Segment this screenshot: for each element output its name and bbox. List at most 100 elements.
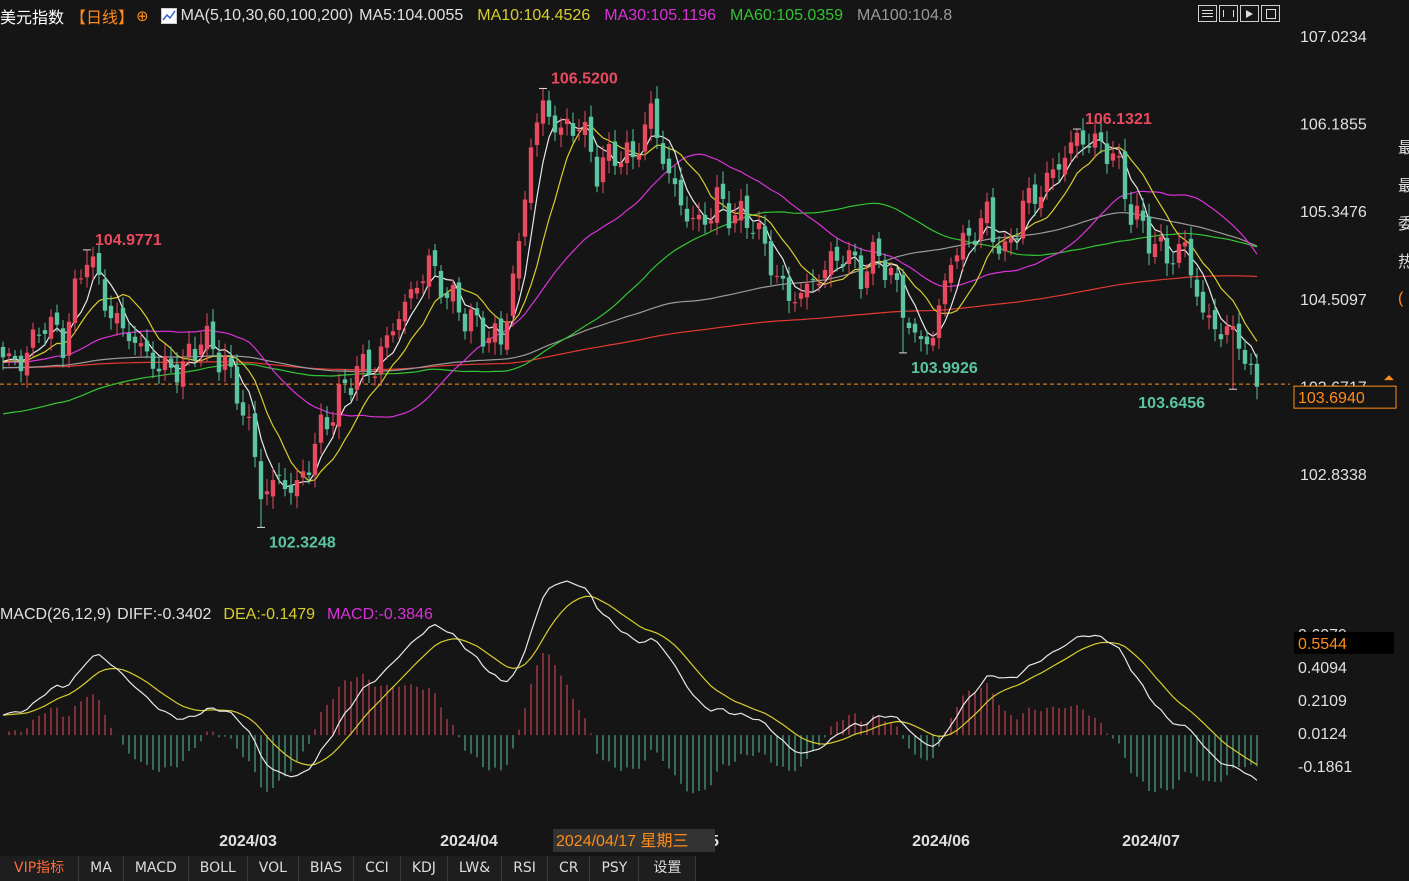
candle (564, 118, 570, 125)
macd-y-tick-label: 0.4094 (1298, 660, 1347, 677)
chart-type-icon[interactable] (160, 8, 177, 24)
y-tick-label: 106.1855 (1300, 116, 1367, 133)
candle (228, 357, 234, 367)
candle (78, 278, 84, 280)
candle (372, 376, 378, 378)
macd-current-label: 0.5544 (1298, 636, 1347, 653)
add-indicator-icon[interactable]: ⊕ (136, 8, 149, 25)
high-label: 106.1321 (1085, 111, 1152, 128)
candle (900, 274, 906, 318)
candle (1254, 363, 1260, 387)
candle (426, 255, 432, 287)
y-tick-label: 104.5097 (1300, 292, 1367, 309)
candle (114, 313, 120, 324)
tab-cr[interactable]: CR (548, 856, 591, 881)
candle (1134, 205, 1140, 220)
fullscreen-icon[interactable] (1261, 5, 1280, 22)
candle (906, 322, 912, 329)
period-label[interactable]: 【日线】 (70, 10, 135, 27)
high-label: 104.9771 (95, 232, 162, 249)
tab-psy[interactable]: PSY (590, 856, 640, 881)
candle (972, 240, 978, 245)
candle (36, 334, 42, 336)
tab-bias[interactable]: BIAS (299, 856, 355, 881)
candle (420, 281, 426, 284)
candle (270, 480, 276, 497)
tab-ma[interactable]: MA (79, 856, 124, 881)
tab-vip[interactable]: VIP指标 (0, 856, 80, 881)
hover-date-label: 2024/04/17 星期三 (556, 832, 689, 850)
tab-kdj[interactable]: KDJ (401, 856, 448, 881)
candle (912, 323, 918, 333)
candle (318, 414, 324, 443)
candle (1230, 326, 1236, 330)
side-label: 热 (1398, 254, 1409, 271)
candle (432, 250, 438, 267)
tab-lw[interactable]: LW& (448, 856, 503, 881)
candle (492, 323, 498, 343)
candle (792, 302, 798, 304)
candle (864, 271, 870, 288)
candle (816, 283, 822, 286)
candle (612, 141, 618, 166)
candles (0, 86, 1260, 528)
candle (942, 280, 948, 305)
layout-split-icon[interactable] (1219, 5, 1238, 22)
y-tick-label: 102.8338 (1300, 467, 1367, 484)
candle (342, 379, 348, 383)
ma30-line (2, 153, 1258, 418)
candle (108, 305, 114, 319)
candle (54, 312, 60, 325)
dea-line (2, 595, 1258, 766)
candle (474, 308, 480, 316)
candle (1014, 238, 1020, 240)
candle (96, 253, 102, 275)
candle (354, 366, 360, 390)
ma60-line (2, 202, 1258, 415)
candle (1218, 334, 1224, 340)
candle (534, 122, 540, 145)
candle (384, 335, 390, 348)
candle (546, 100, 552, 117)
macd-dea: DEA:-0.1479 (223, 606, 316, 623)
replay-icon[interactable] (1240, 5, 1259, 22)
tab-settings[interactable]: 设置 (639, 856, 697, 881)
macd-histogram (8, 652, 1258, 794)
candle (828, 251, 834, 275)
candle (294, 480, 300, 497)
candle (918, 336, 924, 339)
layout-icon[interactable] (1198, 5, 1217, 22)
tab-rsi[interactable]: RSI (502, 856, 548, 881)
candle (504, 321, 510, 350)
candle (1194, 279, 1200, 297)
candle (1116, 156, 1122, 158)
candle (990, 197, 996, 243)
macd-diff: DIFF:-0.3402 (117, 606, 212, 623)
candle (336, 384, 342, 427)
candle (954, 255, 960, 262)
candle (678, 179, 684, 206)
candle (24, 352, 30, 376)
candle (558, 127, 564, 135)
candle (66, 321, 72, 356)
candle (582, 121, 588, 135)
candle (624, 142, 630, 164)
ma10-value: MA10:104.4526 (477, 7, 591, 24)
candle (390, 331, 396, 336)
tab-boll[interactable]: BOLL (189, 856, 248, 881)
candle (834, 246, 840, 261)
tab-vol[interactable]: VOL (248, 856, 299, 881)
ma5-value: MA5:104.0055 (359, 7, 464, 24)
candle (768, 241, 774, 276)
candle (180, 361, 186, 387)
candle (852, 251, 858, 256)
candle (126, 333, 132, 342)
tab-cci[interactable]: CCI (354, 856, 401, 881)
candle (1164, 237, 1170, 264)
candle (510, 273, 516, 316)
candle (948, 264, 954, 283)
candle (192, 348, 198, 361)
tab-macd[interactable]: MACD (124, 856, 189, 881)
candle (378, 346, 384, 375)
